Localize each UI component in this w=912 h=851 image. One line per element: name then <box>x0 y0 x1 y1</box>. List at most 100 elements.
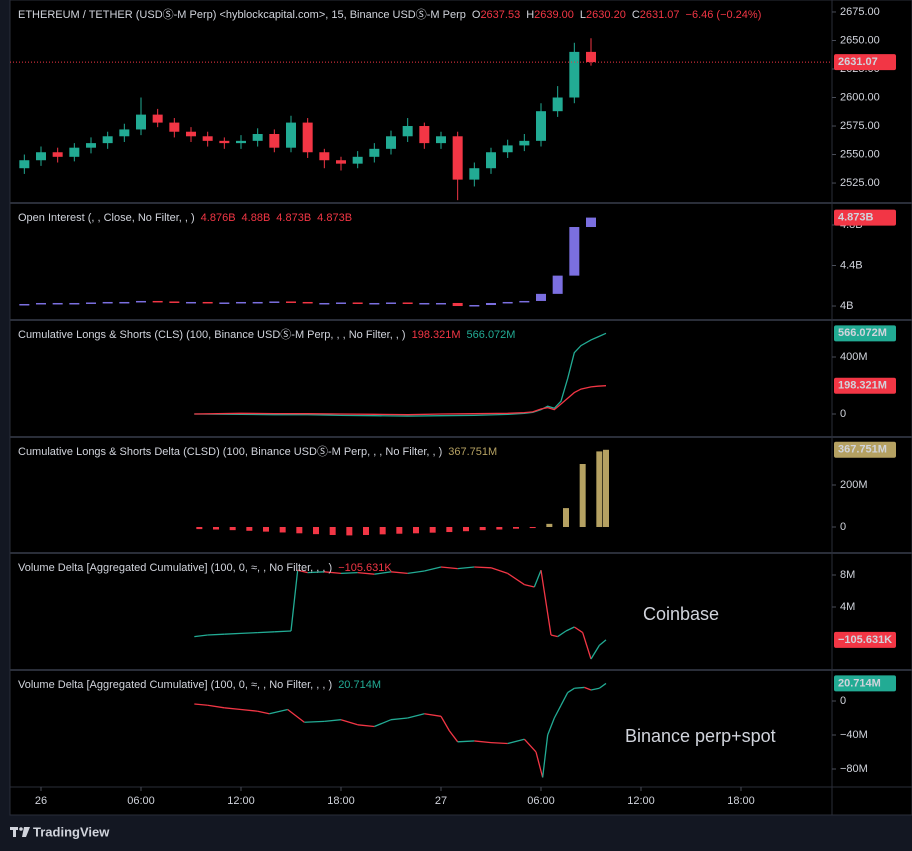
line-segment <box>207 704 225 709</box>
last-value-label: 566.072M <box>838 327 887 339</box>
legend-value: H <box>526 9 534 21</box>
candle-body <box>202 136 213 141</box>
pane <box>19 217 596 307</box>
candle-body <box>186 131 196 137</box>
oi-candle <box>202 301 213 304</box>
line-segment <box>374 571 392 575</box>
candle-body <box>569 51 580 98</box>
bar <box>229 527 236 531</box>
candle-body <box>286 122 296 148</box>
line-segment <box>448 730 459 743</box>
y-tick-label: −80M <box>840 763 868 775</box>
legend-value: −6.46 (−0.24%) <box>686 9 762 21</box>
oi-candle <box>502 301 513 304</box>
pane <box>19 38 596 201</box>
line-segment <box>533 569 542 588</box>
last-value-box <box>834 54 896 71</box>
bar <box>429 527 436 533</box>
pane-legend: Volume Delta [Aggregated Cumulative] (10… <box>18 679 381 691</box>
footer-brand: TradingView <box>33 824 110 839</box>
oi-candle <box>186 301 196 304</box>
line-segment <box>474 740 492 744</box>
y-tick-label: 8M <box>840 569 855 581</box>
legend-value: L <box>580 9 586 21</box>
legend-value: 4.873B <box>276 212 311 224</box>
line-segment <box>535 751 544 778</box>
pane <box>194 332 607 417</box>
line-segment <box>550 634 558 638</box>
pane-legend: Cumulative Longs & Shorts (CLS) (100, Bi… <box>18 328 515 341</box>
line-segment <box>507 572 525 586</box>
last-value-label: 367.751M <box>838 444 887 456</box>
candle-body <box>36 152 46 161</box>
y-tick-label: 0 <box>840 408 846 420</box>
line-segment <box>598 682 607 689</box>
logo-part <box>19 827 23 831</box>
bar <box>296 527 303 534</box>
line-segment <box>457 566 475 570</box>
oi-candle <box>86 302 96 304</box>
bar <box>213 527 219 530</box>
candle-body <box>136 114 146 130</box>
oi-candle <box>319 302 330 305</box>
last-value-box <box>834 441 896 458</box>
candle-body <box>352 156 363 164</box>
pane-title: Volume Delta [Aggregated Cumulative] (10… <box>18 679 332 691</box>
legend-value: 2637.53 <box>480 9 520 21</box>
pane-legend: Cumulative Longs & Shorts Delta (CLSD) (… <box>18 445 497 458</box>
bar <box>379 527 386 535</box>
candle-body <box>502 145 513 153</box>
line-segment <box>269 708 288 715</box>
y-tick-label: 0 <box>840 521 846 533</box>
line-segment <box>274 630 292 633</box>
bar <box>196 527 203 530</box>
bar <box>346 527 353 536</box>
oi-candle <box>536 293 546 301</box>
y-tick-label: 2675.00 <box>840 6 880 18</box>
bar <box>313 527 319 535</box>
oi-candle <box>19 303 30 306</box>
bar <box>263 527 269 532</box>
oi-candle <box>169 301 180 303</box>
oi-candle <box>452 302 463 307</box>
tradingview-logo <box>10 827 30 837</box>
line <box>194 385 607 416</box>
pane-title: ETHEREUM / TETHER (USDⓈ-M Perp) <hyblock… <box>18 8 466 21</box>
x-tick-label: 12:00 <box>227 795 255 807</box>
oi-candle <box>36 302 46 305</box>
last-value-label: 20.714M <box>838 677 881 689</box>
last-value-label: 2631.07 <box>838 56 878 68</box>
last-value-box <box>834 377 896 394</box>
last-value-box <box>834 325 896 342</box>
line-segment <box>340 719 358 726</box>
candle-body <box>402 126 413 137</box>
bar <box>496 527 503 530</box>
bar <box>563 508 569 528</box>
bar <box>463 527 469 532</box>
y-tick-label: 4B <box>840 300 853 312</box>
line-segment <box>407 713 425 719</box>
bar <box>363 527 369 535</box>
line-segment <box>374 719 392 728</box>
annotation: Coinbase <box>643 604 719 624</box>
bar <box>603 449 609 528</box>
legend-value: 566.072M <box>467 329 516 341</box>
line-segment <box>357 724 375 728</box>
line-segment <box>224 707 242 711</box>
candle-body <box>419 126 430 144</box>
legend-value: 20.714M <box>338 679 381 691</box>
oi-candle <box>469 305 480 307</box>
line-segment <box>540 570 552 636</box>
legend-value: 4.873B <box>317 212 352 224</box>
candle-body <box>552 97 563 112</box>
candle-body <box>102 136 113 144</box>
line-segment <box>574 686 585 689</box>
line-segment <box>224 632 242 635</box>
oi-candle <box>52 302 63 305</box>
candle-body <box>219 140 230 144</box>
y-tick-label: 2650.00 <box>840 34 880 46</box>
candle-body <box>369 148 380 157</box>
logo-part <box>13 827 16 837</box>
pane-legend: Open Interest (, , Close, No Filter, , )… <box>18 212 352 224</box>
